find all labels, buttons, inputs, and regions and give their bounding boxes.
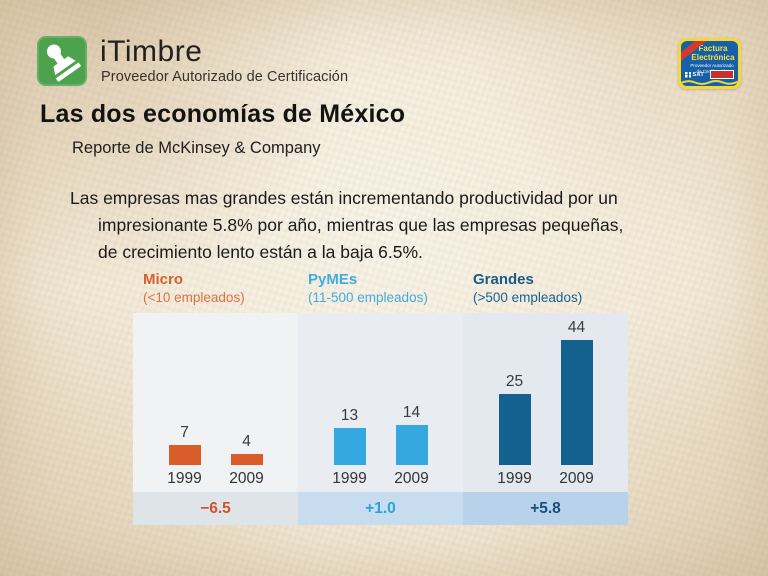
bar-group-2009: 4 2009 [223, 433, 271, 490]
bar-group-2009: 44 2009 [553, 319, 601, 490]
group-name: Grandes [473, 271, 534, 288]
bar-value-label: 13 [340, 407, 359, 424]
plot-area: 25 1999 44 2009 [463, 313, 628, 492]
group-range: (>500 empleados) [473, 290, 583, 305]
plot-area: 7 1999 4 2009 [133, 313, 298, 492]
bar-group-2009: 14 2009 [388, 404, 436, 490]
bar-group-1999: 13 1999 [326, 407, 374, 490]
group-header-pymes: PyMEs (11-500 empleados) [298, 271, 463, 313]
itimbre-logo [37, 36, 87, 86]
bar-1999 [168, 445, 201, 465]
bar-value-label: 7 [180, 424, 189, 441]
chart-headers: Micro (<10 empleados) PyMEs (11-500 empl… [133, 271, 628, 313]
bar-value-label: 14 [402, 404, 421, 421]
sat-logo: SAT [685, 71, 704, 78]
sat-grid-icon [685, 71, 691, 78]
badge-subtitle: Proveedor Autorizado [690, 63, 734, 68]
bar-group-1999: 25 1999 [491, 373, 539, 490]
group-range: (11-500 empleados) [308, 290, 428, 305]
badge-title: Electrónica [691, 52, 735, 62]
body-paragraph: Las empresas mas grandes están increment… [70, 185, 623, 266]
badge-title: Factura [698, 44, 728, 53]
group-name: Micro [143, 271, 184, 288]
group-header-micro: Micro (<10 empleados) [133, 271, 298, 313]
growth-label-micro: −6.5 [133, 492, 298, 525]
chart-panel-pymes: 13 1999 14 2009 +1.0 [298, 313, 463, 525]
factura-electronica-badge: Factura Electrónica Proveedor Autorizado… [678, 38, 741, 89]
brand-tagline: Proveedor Autorizado de Certificación [101, 69, 349, 85]
badge-footer: SAT [685, 70, 734, 79]
growth-label-pymes: +1.0 [298, 492, 463, 525]
page-subtitle: Reporte de McKinsey & Company [72, 139, 321, 157]
bar-value-label: 4 [242, 433, 251, 450]
paragraph-line: impresionante 5.8% por año, mientras que… [98, 215, 624, 235]
year-label: 1999 [497, 470, 532, 487]
wave-icon [681, 80, 738, 85]
year-label: 1999 [167, 470, 202, 487]
bar-1999 [333, 428, 366, 465]
bar-value-label: 25 [505, 373, 524, 390]
group-header-grandes: Grandes (>500 empleados) [463, 271, 628, 313]
bar-chart: Micro (<10 empleados) PyMEs (11-500 empl… [133, 271, 628, 525]
paragraph-line: Las empresas mas grandes están increment… [70, 188, 618, 208]
sat-label: SAT [692, 71, 704, 78]
growth-label-grandes: +5.8 [463, 492, 628, 525]
badge-red-box [710, 70, 734, 79]
bar-group-1999: 7 1999 [161, 424, 209, 490]
bar-value-label: 44 [567, 319, 586, 336]
year-label: 2009 [559, 470, 594, 487]
page-title: Las dos economías de México [40, 100, 406, 128]
year-label: 1999 [332, 470, 367, 487]
bar-1999 [498, 394, 531, 465]
year-label: 2009 [394, 470, 429, 487]
year-label: 2009 [229, 470, 264, 487]
plot-area: 13 1999 14 2009 [298, 313, 463, 492]
chart-panel-micro: 7 1999 4 2009 −6.5 [133, 313, 298, 525]
stamp-icon [46, 44, 81, 82]
group-name: PyMEs [308, 271, 358, 288]
bar-2009 [560, 340, 593, 465]
badge-inner: Factura Electrónica Proveedor Autorizado… [681, 41, 738, 86]
paragraph-line: de crecimiento lento están a la baja 6.5… [98, 242, 423, 262]
bar-2009 [230, 454, 263, 465]
bar-2009 [395, 425, 428, 465]
chart-panel-grandes: 25 1999 44 2009 +5.8 [463, 313, 628, 525]
group-range: (<10 empleados) [143, 290, 245, 305]
chart-panels: 7 1999 4 2009 −6.5 13 [133, 313, 628, 525]
brand-name: iTimbre [100, 35, 203, 68]
